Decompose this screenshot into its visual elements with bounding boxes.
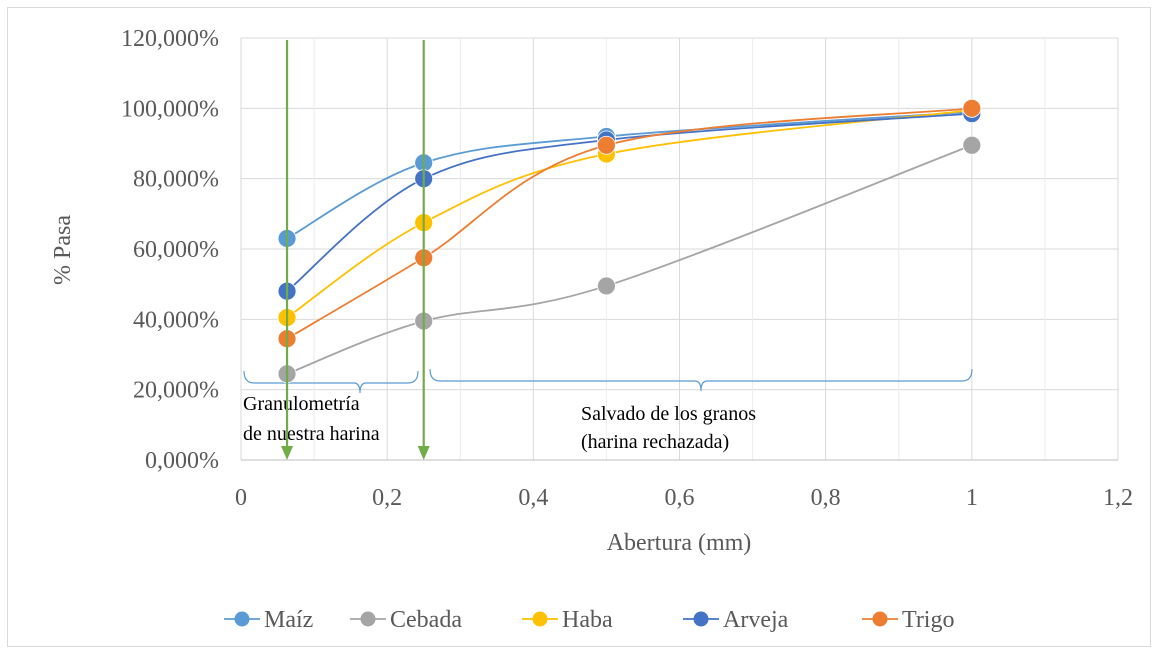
annotation-line: Salvado de los granos [581,403,756,425]
data-point [962,135,982,155]
tick-labels: 0,000% 20,000% 40,000% 60,000% 80,000% 100,00… [121,26,1133,511]
chart-border [7,7,1151,647]
series-group [277,98,982,384]
y-tick-label: 20,000% [133,378,219,404]
legend-label: Trigo [902,607,954,633]
y-tick-label: 60,000% [133,237,219,263]
x-tick-label: 0,2 [372,485,402,511]
x-tick-label: 0 [235,485,247,511]
series-line [286,107,972,340]
legend-label: Haba [562,607,613,633]
legend-marker [872,611,888,627]
series-lines [286,107,973,375]
legend-item: Haba [522,607,613,633]
x-tick-label: 1 [966,485,978,511]
x-axis-label: Abertura (mm) [607,530,752,556]
data-point [962,98,982,118]
y-tick-label: 120,000% [121,26,219,52]
x-tick-label: 0,6 [665,485,695,511]
marker-arrowhead [417,446,430,460]
annotation-line: Granulometría [243,393,360,415]
legend-label: Cebada [390,607,462,633]
series-line [286,144,973,375]
series-markers [277,98,982,384]
legend-item: Arveja [683,607,789,633]
y-tick-label: 40,000% [133,307,219,333]
marker-arrowhead [281,446,294,460]
brace-granulometry [243,370,419,394]
legend-label: Arveja [723,607,789,633]
series-line [286,110,972,240]
legend-item: Maíz [224,607,313,633]
x-tick-label: 1,2 [1103,485,1133,511]
y-tick-label: 0,000% [145,448,219,474]
y-tick-label: 80,000% [133,167,219,193]
annotation-granulometry: Granulometría de nuestra harina [243,393,380,445]
y-tick-label: 100,000% [121,96,219,122]
legend-label: Maíz [264,607,313,633]
legend-marker [693,611,709,627]
data-point [597,276,616,296]
x-tick-label: 0,4 [518,485,548,511]
series-line [286,112,972,292]
legend-marker [532,611,548,627]
legend-marker [234,611,250,627]
braces [243,368,973,394]
legend-item: Cebada [350,607,462,633]
legend-item: Trigo [862,607,954,633]
legend: Maíz Cebada Haba Arveja Trigo [224,607,954,633]
annotation-bran: Salvado de los granos (harina rechazada) [581,403,756,453]
annotations: Granulometría de nuestra harina Salvado de… [243,393,756,453]
y-axis-label: % Pasa [50,215,76,285]
brace-bran [429,368,973,392]
data-point [597,135,616,155]
annotation-line: (harina rechazada) [581,431,729,453]
legend-marker [360,611,376,627]
x-tick-label: 0,8 [811,485,841,511]
annotation-line: de nuestra harina [243,423,380,445]
marker-lines [281,40,430,460]
